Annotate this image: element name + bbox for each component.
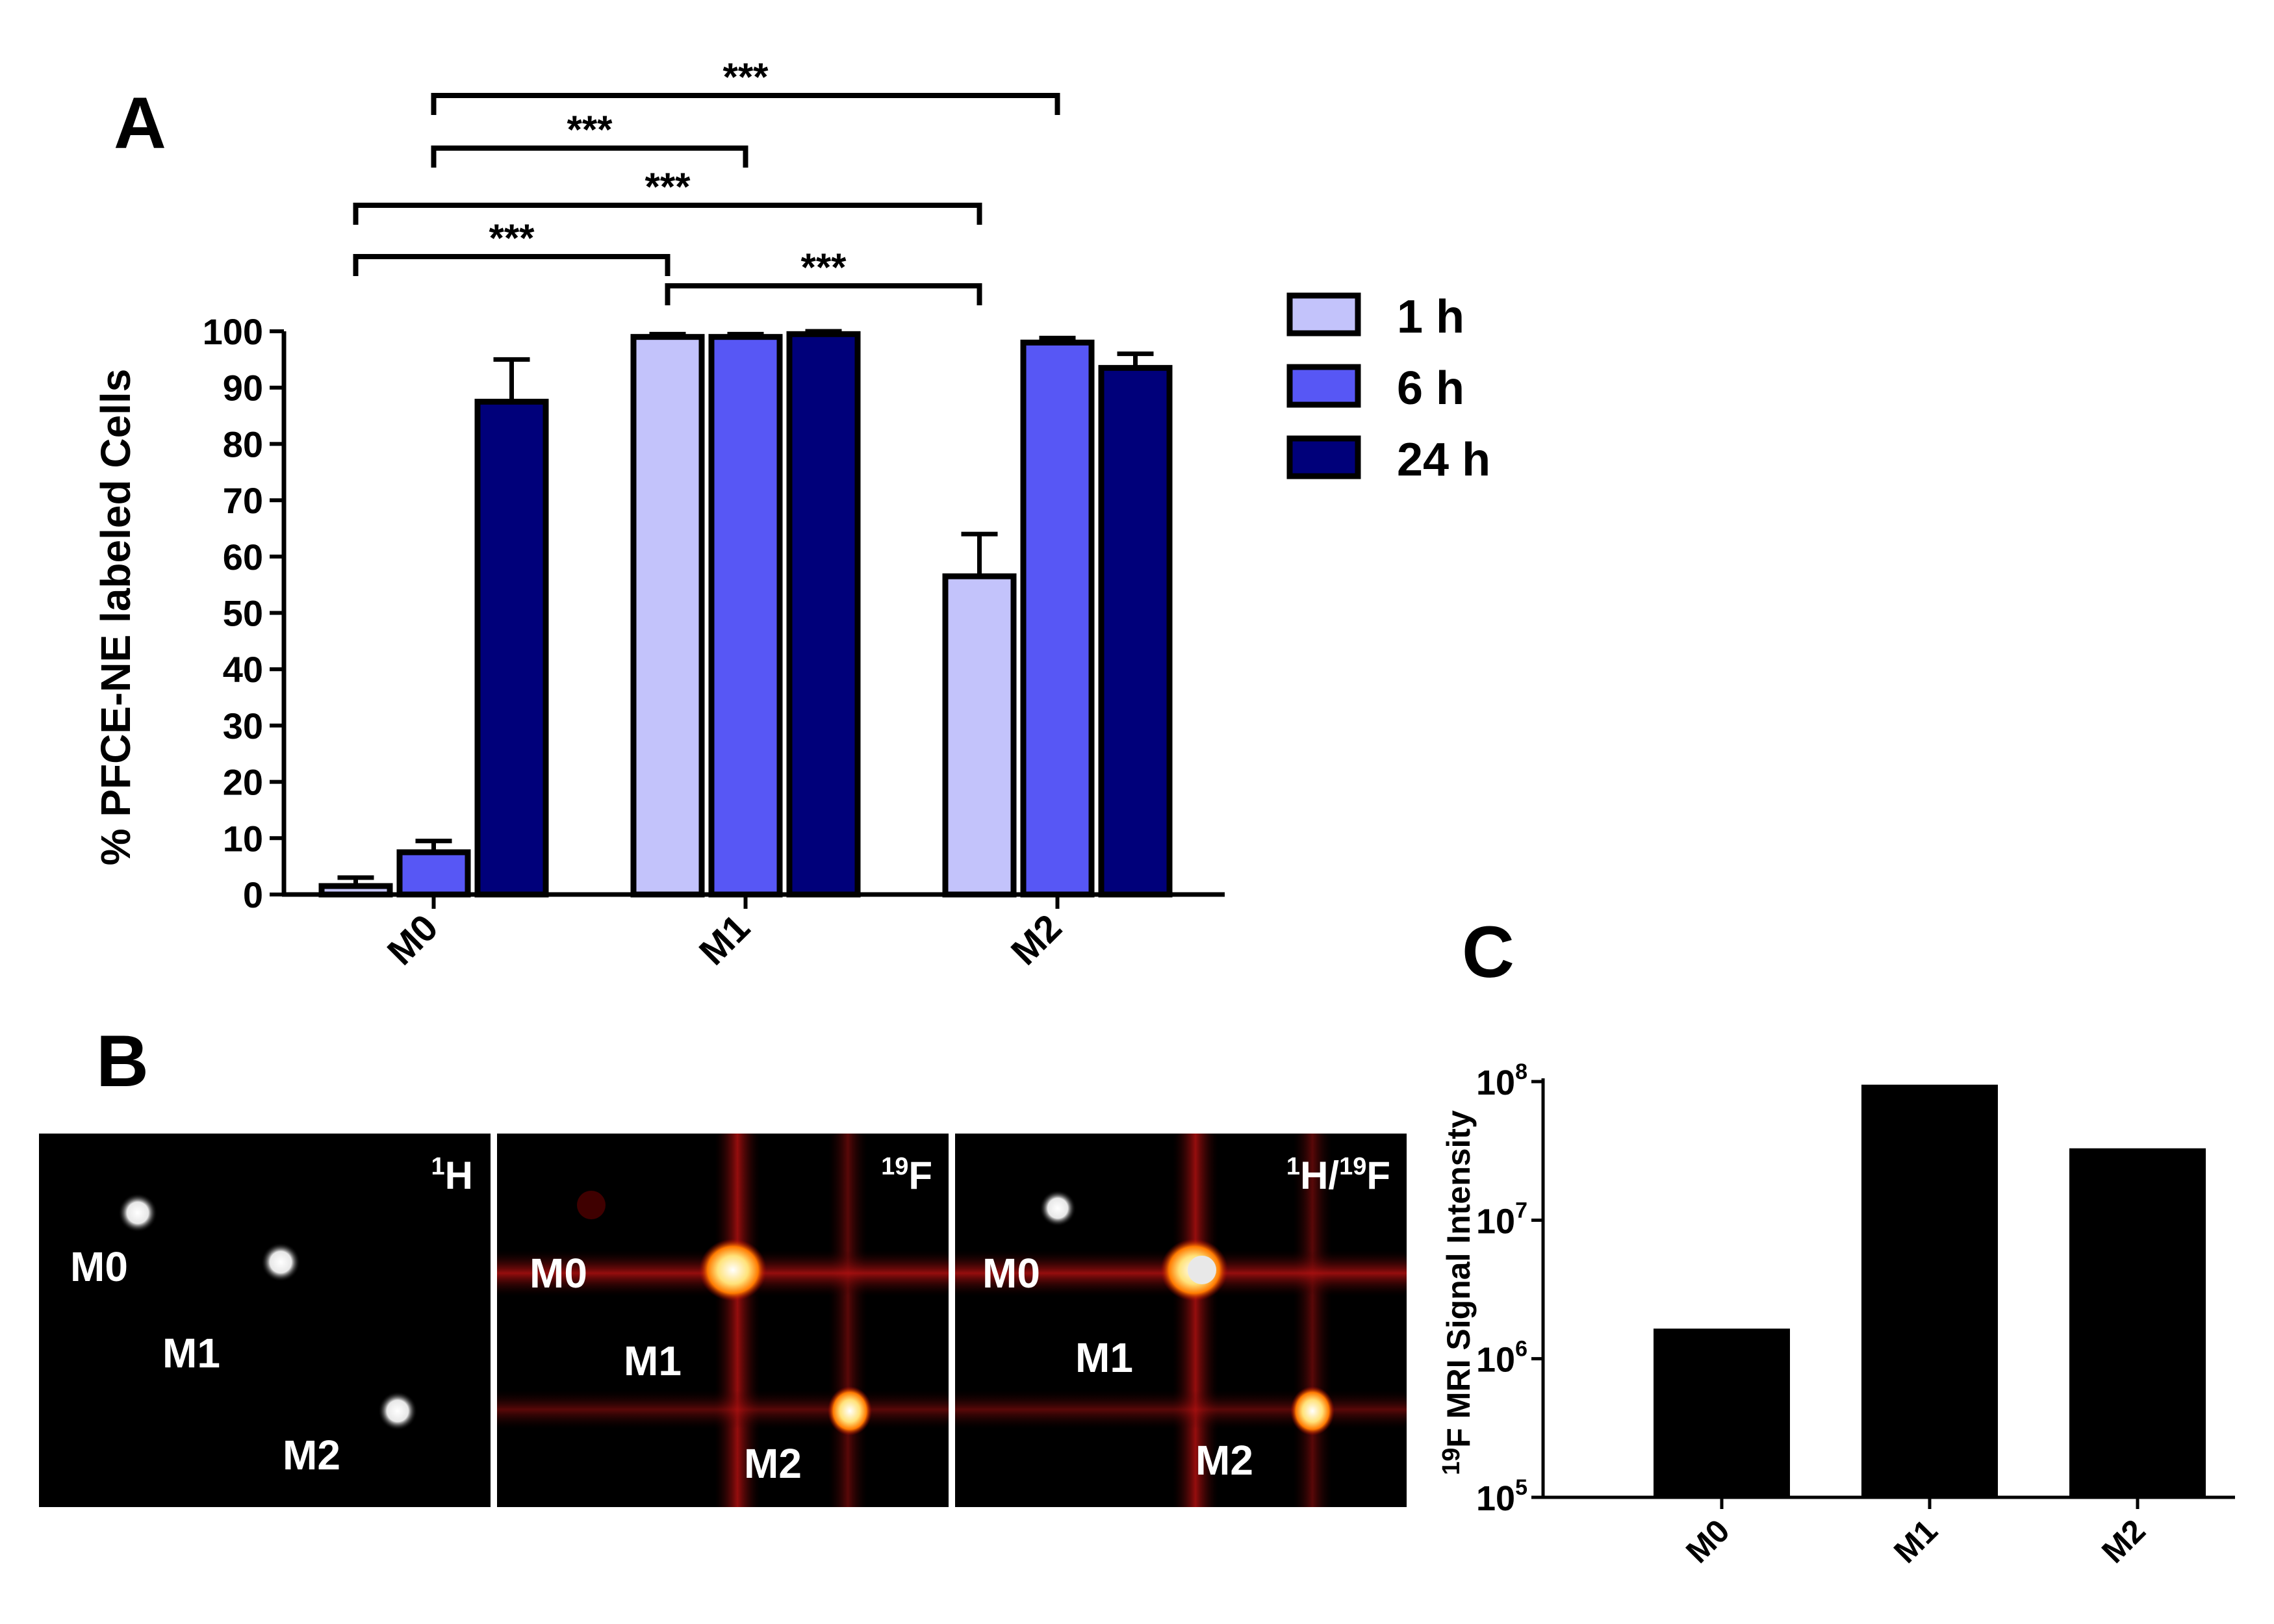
spot-m0-proton <box>1040 1190 1076 1226</box>
c-category-label-m0: M0 <box>1679 1512 1737 1570</box>
c-y-tick-label: 106 <box>1476 1337 1527 1380</box>
a-significance-label: *** <box>800 246 847 289</box>
a-category-label-m1: M1 <box>691 906 758 973</box>
mri-images: 1H M0 M1 M2 19F M0 M1 M2 <box>39 1134 1407 1507</box>
a-y-tick-label: 90 <box>223 368 263 409</box>
legend-swatch-1h <box>1286 292 1361 336</box>
c-bar-m0 <box>1654 1328 1790 1497</box>
a-significance-label: *** <box>567 108 613 151</box>
a-y-tick-label: 40 <box>223 649 263 690</box>
legend-swatch-24h <box>1286 435 1361 479</box>
spot-m2 <box>1290 1386 1335 1436</box>
a-y-tick-label: 10 <box>223 818 263 859</box>
image-1h-label-m2: M2 <box>283 1432 340 1478</box>
image-overlay-label-m0: M0 <box>982 1250 1040 1297</box>
image-overlay-corner: 1H/19F <box>1286 1153 1390 1197</box>
a-bar-m2-1h <box>942 573 1017 898</box>
c-y-axis-label: 19F MRI Signal Intensity <box>1438 1110 1477 1475</box>
panel-letter-c: C <box>1462 911 1514 993</box>
spot-m0 <box>699 1239 767 1301</box>
c-bar-m1 <box>1861 1084 1998 1497</box>
panel-letter-a: A <box>114 82 166 164</box>
c-y-ticks: 105 106 107 108 <box>1476 1059 1543 1518</box>
a-significance-brackets: *** *** *** *** *** <box>353 55 1060 305</box>
image-19f-label-m0: M0 <box>530 1250 587 1297</box>
chart-c: 105 106 107 108 M0 M1 M2 19F MRI Signal Inten… <box>1438 1059 2235 1570</box>
spot-m1 <box>261 1243 300 1282</box>
a-bar-m2-24h <box>1098 364 1173 898</box>
legend-swatch-6h <box>1286 364 1361 408</box>
a-bar-m1-6h <box>708 334 783 898</box>
a-y-tick-label: 60 <box>223 537 263 577</box>
a-y-tick-label: 20 <box>223 762 263 803</box>
a-significance-label: *** <box>722 55 769 99</box>
c-category-label-m2: M2 <box>2095 1512 2153 1570</box>
a-bar-m0-6h <box>396 849 471 898</box>
a-bar-m1-24h <box>786 331 861 898</box>
a-bar-m0-24h <box>474 398 549 898</box>
a-legend: 1 h 6 h 24 h <box>1286 291 1490 486</box>
mri-image-1h: 1H M0 M1 M2 <box>39 1134 491 1507</box>
c-y-tick-label: 105 <box>1476 1475 1527 1518</box>
a-category-label-m2: M2 <box>1003 906 1070 973</box>
legend-label-24h: 24 h <box>1397 434 1490 486</box>
image-overlay-label-m1: M1 <box>1075 1334 1133 1381</box>
a-significance-bracket <box>665 283 982 305</box>
c-y-tick-label: 107 <box>1476 1198 1527 1241</box>
mri-image-19f: 19F M0 M1 M2 <box>497 1134 949 1507</box>
image-19f-label-m1: M1 <box>624 1338 682 1384</box>
a-y-ticks: 0 10 20 30 40 50 60 70 80 90 100 <box>203 311 284 915</box>
a-y-tick-label: 50 <box>223 593 263 634</box>
c-bar-m2 <box>2069 1148 2206 1497</box>
a-significance-bracket <box>431 93 1060 115</box>
image-1h-label-m0: M0 <box>70 1243 128 1290</box>
c-y-tick-label: 108 <box>1476 1059 1527 1102</box>
a-y-tick-label: 80 <box>223 424 263 464</box>
a-y-tick-label: 70 <box>223 480 263 521</box>
a-significance-bracket <box>431 146 748 168</box>
image-19f-label-m2: M2 <box>744 1440 802 1487</box>
chart-a: 0 10 20 30 40 50 60 70 80 90 100 *** *** *** *** *** M… <box>92 55 1490 973</box>
image-1h-corner: 1H <box>431 1153 473 1197</box>
a-bar-m2-6h <box>1020 339 1095 898</box>
c-bars <box>1654 1084 2206 1497</box>
a-significance-bracket <box>353 254 671 276</box>
a-y-tick-label: 100 <box>203 311 263 352</box>
a-significance-bracket <box>353 203 982 225</box>
image-1h-label-m1: M1 <box>162 1330 220 1377</box>
a-category-labels: M0 M1 M2 <box>379 894 1070 973</box>
c-category-labels: M0 M1 M2 <box>1679 1497 2153 1570</box>
a-significance-label: *** <box>489 216 535 260</box>
spot-m2 <box>828 1386 872 1436</box>
a-significance-label: *** <box>645 165 691 209</box>
spot-m2 <box>378 1391 417 1430</box>
c-category-label-m1: M1 <box>1887 1512 1945 1570</box>
image-19f-corner: 19F <box>881 1153 932 1197</box>
a-bar-m1-1h <box>630 334 705 898</box>
panel-letter-b: B <box>96 1021 149 1102</box>
a-y-tick-label: 30 <box>223 705 263 746</box>
legend-label-6h: 6 h <box>1397 362 1464 414</box>
a-y-tick-label: 0 <box>243 874 263 915</box>
spot-m0 <box>118 1193 157 1232</box>
mri-image-overlay: 1H/19F M0 M1 M2 <box>955 1134 1407 1507</box>
a-y-axis-label: % PFCE-NE labeled Cells <box>92 369 139 866</box>
image-overlay-label-m2: M2 <box>1195 1437 1253 1484</box>
a-bars <box>318 329 1173 898</box>
a-category-label-m0: M0 <box>379 906 446 973</box>
legend-label-1h: 1 h <box>1397 291 1464 343</box>
